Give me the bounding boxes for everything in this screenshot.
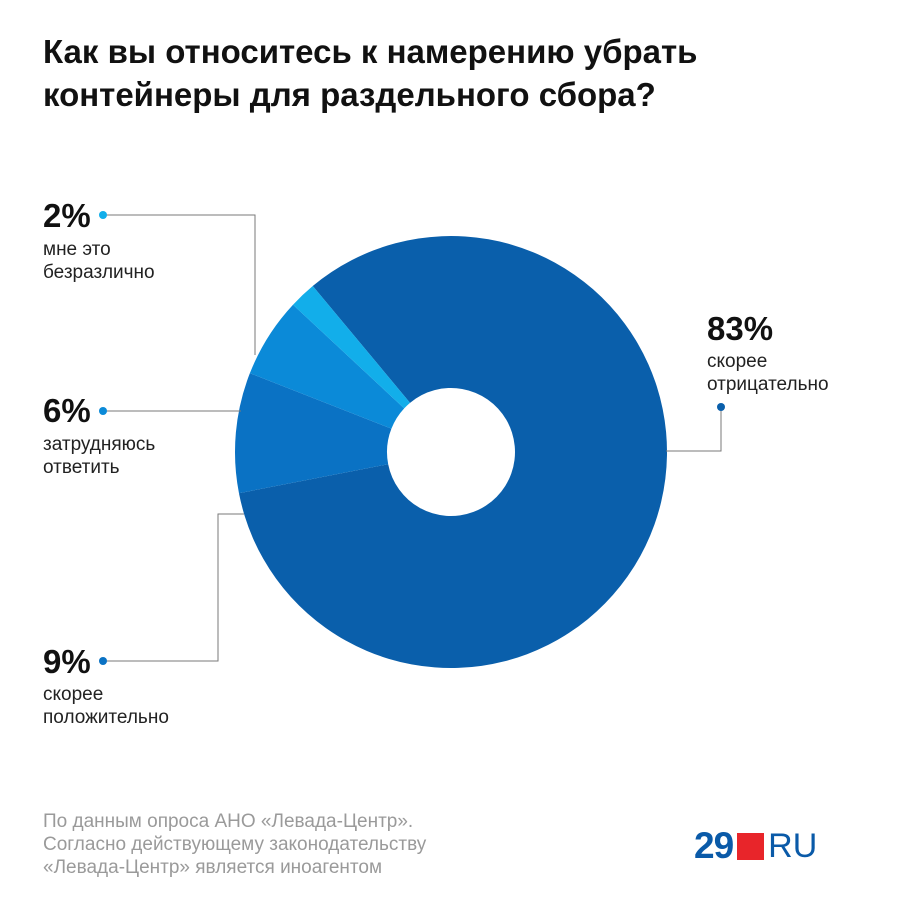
category-label-indifferent-line-1: мне это <box>43 239 111 260</box>
leader-indifferent-dot <box>99 211 107 219</box>
source-note-line-1: По данным опроса АНО «Левада-Центр». <box>43 811 414 832</box>
category-label-undecided: затрудняюсь ответить <box>43 433 155 479</box>
logo-suffix: RU <box>768 827 818 865</box>
category-label-indifferent: мне это безразлично <box>43 238 155 284</box>
slice-undecided <box>249 304 405 429</box>
category-label-undecided-line-2: ответить <box>43 457 120 478</box>
pct-label-positive: 9% <box>43 643 91 680</box>
brand-logo: 29 RU <box>694 826 817 866</box>
pct-label-negative: 83% <box>707 310 774 347</box>
chart-title-line-2: контейнеры для раздельного сбора? <box>43 76 656 113</box>
category-label-positive-line-2: положительно <box>43 707 169 728</box>
leader-negative <box>666 407 722 452</box>
slice-negative <box>238 236 668 668</box>
category-label-positive: скорее положительно <box>43 683 169 729</box>
logo-red-square <box>737 832 765 860</box>
leader-positive-dot <box>99 657 107 665</box>
logo-number: 29 <box>694 825 734 866</box>
category-label-positive-line-1: скорее <box>43 684 104 705</box>
pct-label-undecided: 6% <box>43 392 91 429</box>
leader-negative-dot <box>717 403 725 411</box>
leader-indifferent <box>103 214 256 355</box>
source-note-line-2: Согласно действующему законодательству <box>43 834 427 855</box>
category-label-negative-line-1: скорее <box>707 351 768 372</box>
slice-indifferent <box>293 286 411 409</box>
category-label-negative-line-2: отрицательно <box>707 374 829 395</box>
leader-positive <box>103 513 244 662</box>
leader-undecided-dot <box>99 407 107 415</box>
category-label-indifferent-line-2: безразлично <box>43 262 155 283</box>
category-label-negative: скорее отрицательно <box>707 350 829 396</box>
pct-label-indifferent: 2% <box>43 197 91 234</box>
chart-title-line-1: Как вы относитесь к намерению убрать <box>43 33 698 70</box>
source-note: По данным опроса АНО «Левада-Центр». Сог… <box>43 810 563 879</box>
category-label-undecided-line-1: затрудняюсь <box>43 434 156 455</box>
slice-positive <box>234 373 392 494</box>
source-note-line-3: «Левада-Центр» является иноагентом <box>43 857 383 878</box>
chart-title: Как вы относитесь к намерению убрать кон… <box>43 30 863 116</box>
